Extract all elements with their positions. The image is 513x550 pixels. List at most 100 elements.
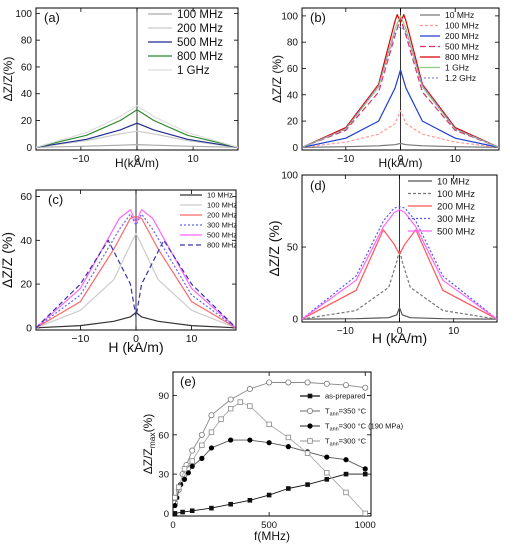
y-tick-label: 100: [15, 9, 32, 20]
data-point: [247, 497, 253, 503]
data-point: [199, 455, 205, 461]
y-tick-label: 40: [287, 90, 299, 101]
legend-label: 1 GHz: [177, 65, 210, 77]
data-point: [324, 477, 330, 482]
y-tick-label: 100: [281, 11, 298, 22]
legend-label: as-prepared: [325, 392, 365, 401]
panel-label: (a): [44, 10, 60, 25]
y-tick-label: 60: [158, 430, 169, 441]
x-tick-label: 0: [134, 154, 140, 165]
series-line: [302, 229, 497, 320]
panel-label: (e): [180, 374, 196, 389]
y-tick-label: 60: [287, 64, 299, 75]
y-axis-label: ΔZ/Z(%): [1, 57, 15, 102]
data-point: [343, 457, 349, 463]
data-point: [362, 510, 368, 516]
data-point: [189, 463, 195, 469]
series-line: [36, 239, 236, 329]
legend-label: 100 MHz: [177, 9, 223, 21]
legend: as-prepared Tann=350 °C Tann=300 °C (190 M…: [300, 392, 404, 448]
x-tick-label: 0: [397, 326, 403, 337]
legend-label: 500 MHz: [177, 37, 223, 49]
series-line: [302, 206, 497, 320]
y-tick-label: 20: [287, 117, 299, 128]
y-tick-label: 0: [26, 143, 32, 154]
data-point: [228, 501, 233, 507]
data-point: [324, 454, 330, 460]
data-point: [247, 403, 253, 409]
series-line: [302, 307, 497, 320]
series-line: [36, 209, 236, 329]
data-point: [246, 386, 253, 393]
y-tick-label: 100: [281, 171, 298, 182]
x-tick-label: 0: [170, 520, 175, 531]
y-tick-label: 50: [287, 243, 299, 254]
legend-label: 1.2 GHz: [445, 73, 476, 83]
legend-label: Tann=300 °C: [325, 437, 367, 448]
x-tick-label: 1000: [355, 520, 376, 531]
series-line: [36, 144, 238, 148]
data-point: [173, 502, 178, 509]
data-point: [173, 494, 178, 501]
legend-label: Tann=350 °C: [325, 407, 367, 418]
x-axis-label: f(MHz): [254, 529, 290, 543]
data-point: [343, 471, 349, 477]
series-group: [302, 14, 499, 148]
legend-label: 500 MHz: [445, 41, 479, 51]
legend-label: 800 MHz: [445, 52, 479, 62]
legend-marker: [307, 423, 313, 429]
data-point: [343, 489, 349, 496]
data-point: [266, 440, 272, 446]
legend-label: 300 MHz: [207, 221, 237, 230]
x-axis-label: H (kA/m): [372, 330, 427, 346]
data-point: [285, 434, 292, 441]
series-line: [302, 142, 499, 148]
x-axis-label: H(kA/m): [115, 156, 159, 170]
series-line: [302, 25, 499, 148]
legend-label: 100 MHz: [445, 20, 479, 30]
data-point: [181, 466, 188, 472]
series-group: [302, 206, 497, 320]
y-tick-label: 90: [158, 391, 169, 402]
legend: 100 MHz 200 MHz 500 MHz 800 MHz 1 GHz: [148, 9, 223, 77]
legend-label: 800 MHz: [177, 51, 223, 63]
y-tick-label: 60: [20, 191, 32, 203]
panel-label: (c): [48, 192, 63, 207]
y-axis-label: ΔZ/Z (%): [270, 55, 284, 103]
data-point: [304, 450, 311, 456]
data-point: [218, 416, 224, 422]
x-tick-label: −10: [72, 154, 89, 165]
y-tick-label: 30: [158, 470, 169, 481]
data-point: [362, 471, 368, 477]
data-point: [305, 482, 310, 487]
series-line: [36, 122, 238, 148]
y-axis-label: ΔZ/Z (%): [266, 220, 282, 276]
data-point: [189, 458, 195, 464]
data-point: [362, 466, 368, 472]
data-point: [324, 470, 330, 476]
x-tick-label: −10: [337, 326, 354, 337]
y-tick-label: 40: [20, 235, 32, 247]
legend-label: 200 MHz: [207, 211, 237, 220]
legend-label: 300 MHz: [437, 214, 475, 225]
y-tick-label: 0: [164, 509, 169, 520]
x-tick-label: −10: [337, 154, 354, 165]
series-line: [36, 233, 236, 329]
y-tick-label: 60: [21, 62, 33, 73]
series-line: [302, 17, 499, 148]
series-line: [36, 311, 236, 329]
legend-label: 500 MHz: [207, 231, 237, 240]
series-group: [36, 209, 236, 329]
data-point: [199, 442, 205, 449]
x-tick-label: 500: [261, 520, 277, 531]
legend-label: 10 MHz: [207, 191, 233, 200]
y-tick-label: 80: [21, 36, 33, 47]
data-point: [189, 447, 196, 454]
x-tick-label: 10: [186, 333, 198, 345]
data-point: [266, 492, 272, 498]
data-point: [266, 421, 272, 428]
